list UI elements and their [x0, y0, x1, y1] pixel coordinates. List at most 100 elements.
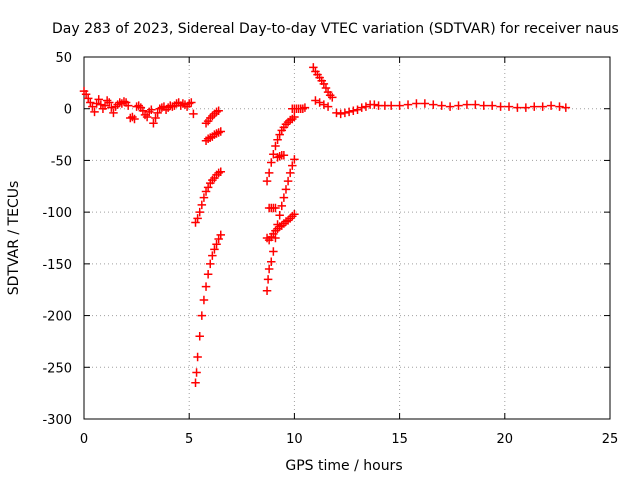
data-point: [149, 118, 158, 128]
y-tick-label: -150: [42, 258, 72, 273]
y-tick-label: -300: [42, 413, 72, 428]
series-short-f: [288, 103, 310, 113]
data-point: [263, 275, 273, 284]
y-tick-label: 0: [64, 103, 72, 118]
data-point: [264, 168, 274, 178]
data-point: [471, 100, 480, 109]
data-point: [290, 155, 299, 164]
y-tick-label: -250: [42, 361, 72, 376]
data-point: [147, 105, 156, 114]
series-short-b: [201, 127, 226, 146]
data-point: [290, 112, 299, 122]
data-point: [538, 102, 547, 111]
data-point: [273, 135, 282, 144]
data-point: [123, 101, 133, 110]
data-point: [340, 108, 350, 118]
series-arc-b: [191, 230, 226, 388]
series-short-c: [262, 209, 299, 245]
data-point: [216, 127, 226, 136]
data-point: [328, 93, 337, 102]
data-point: [193, 214, 202, 223]
data-point: [344, 107, 354, 117]
data-point: [191, 378, 200, 388]
data-point: [412, 99, 421, 108]
data-point: [195, 332, 204, 341]
data-point: [403, 100, 413, 109]
x-tick-label: 20: [497, 432, 514, 447]
data-point: [277, 201, 287, 211]
data-point: [214, 106, 223, 116]
data-point: [203, 269, 213, 279]
data-point: [142, 112, 152, 122]
data-point: [513, 103, 522, 112]
data-point: [130, 114, 139, 124]
data-point: [216, 167, 226, 177]
data-point: [290, 209, 299, 219]
data-point: [197, 311, 207, 320]
y-axis-label: SDTVAR / TECUs: [6, 181, 22, 296]
data-point: [151, 113, 160, 123]
data-point: [336, 109, 345, 119]
data-point: [201, 282, 211, 291]
data-point: [100, 101, 110, 110]
data-point: [212, 239, 221, 249]
data-point: [462, 100, 472, 109]
data-point: [262, 286, 272, 295]
data-point: [199, 193, 209, 202]
data-point: [267, 257, 276, 267]
data-point: [281, 185, 291, 194]
data-point: [275, 210, 284, 220]
data-point: [104, 98, 114, 107]
data-point: [109, 108, 118, 118]
chart-title: Day 283 of 2023, Sidereal Day-to-day VTE…: [52, 21, 619, 37]
data-point: [195, 207, 204, 217]
data-point: [285, 168, 295, 178]
data-point: [107, 103, 116, 112]
data-point: [454, 101, 463, 110]
data-point: [205, 259, 215, 269]
data-point: [386, 101, 396, 110]
data-point: [192, 368, 201, 377]
data-point: [395, 101, 404, 110]
data-point: [445, 102, 455, 111]
data-point: [283, 176, 293, 186]
plot-frame: [83, 56, 611, 420]
data-point: [487, 101, 497, 110]
series-spike: [309, 63, 337, 111]
x-tick-label: 5: [185, 432, 193, 447]
data-point: [561, 103, 571, 112]
y-tick-label: 50: [55, 51, 72, 66]
data-point: [216, 230, 226, 240]
data-point: [94, 95, 103, 104]
data-point: [437, 101, 446, 110]
data-point: [210, 245, 219, 254]
data-point: [267, 158, 276, 167]
data-point: [357, 103, 366, 112]
series-short-a: [201, 106, 223, 128]
data-point: [199, 295, 209, 305]
x-tick-labels: 0 5 10 15 20 25: [80, 432, 618, 447]
data-point: [269, 149, 278, 159]
data-point: [197, 200, 207, 210]
data-point: [504, 102, 514, 111]
data-point: [429, 100, 438, 109]
x-tick-label: 25: [602, 432, 619, 447]
data-point: [269, 247, 278, 256]
data-point: [193, 352, 202, 362]
y-tick-label: -100: [42, 206, 72, 221]
data-point: [271, 203, 280, 213]
data-point: [189, 109, 198, 119]
data-point: [300, 103, 310, 112]
series-early-scatter: [79, 86, 198, 128]
data-point: [323, 102, 333, 111]
data-point: [90, 107, 99, 117]
x-axis-label: GPS time / hours: [285, 458, 402, 474]
data-point: [546, 101, 556, 110]
data-point: [264, 264, 274, 274]
y-tick-labels: 50 0 -50 -100 -150 -200 -250 -300: [42, 51, 72, 428]
data-point: [262, 176, 272, 186]
data-point: [88, 102, 97, 111]
y-tick-label: -50: [51, 154, 72, 169]
series-arc-c: [262, 112, 299, 186]
